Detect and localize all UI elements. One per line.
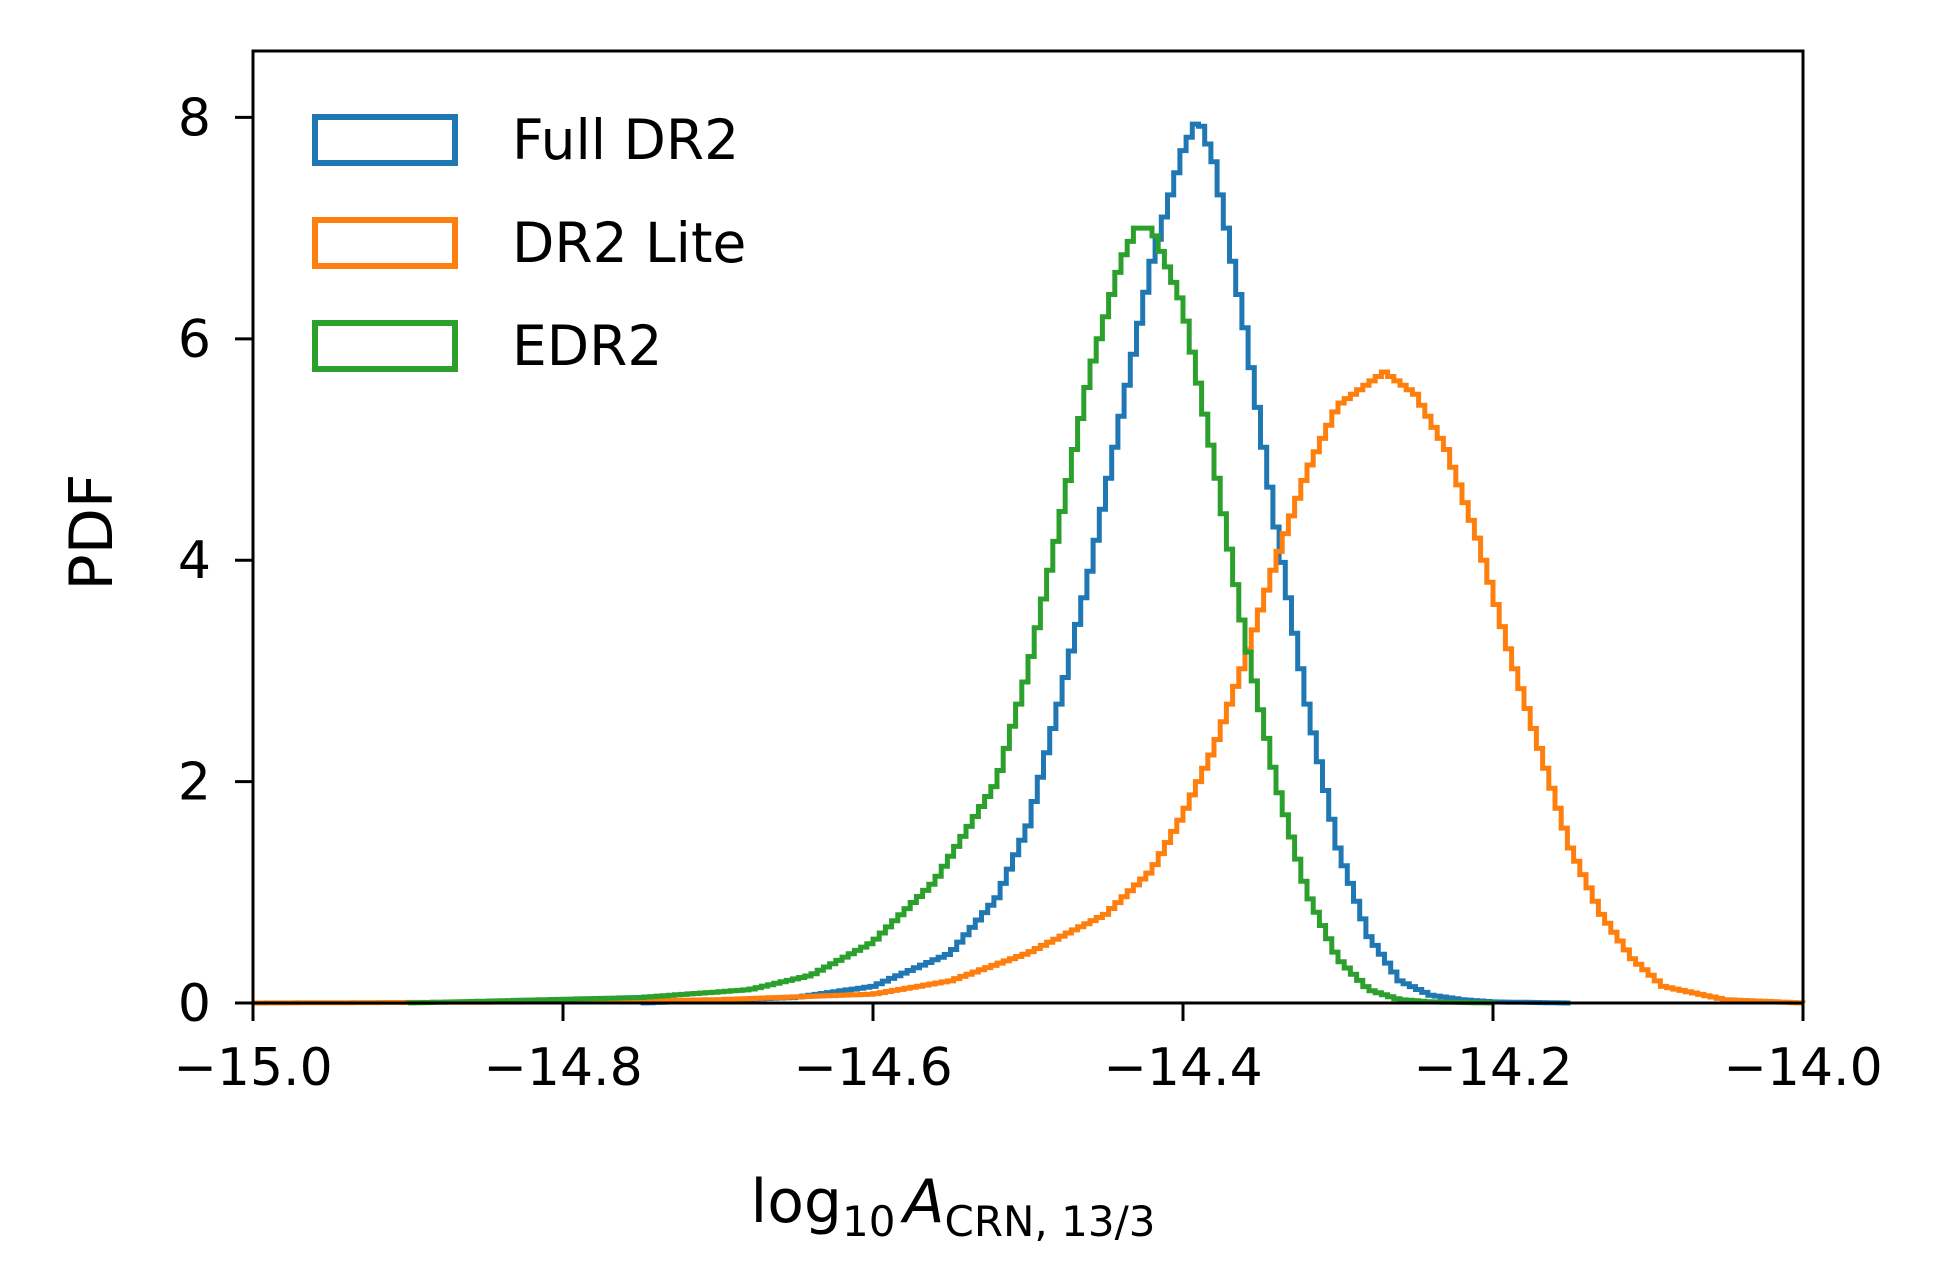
plot-frame — [253, 51, 1803, 1003]
legend-swatch — [315, 220, 455, 266]
legend: Full DR2 DR2 Lite EDR2 — [315, 108, 746, 378]
x-tick-label: −14.0 — [1723, 1038, 1882, 1098]
legend-swatch — [315, 117, 455, 163]
legend-label: DR2 Lite — [512, 211, 746, 275]
y-tick-label: 2 — [178, 753, 211, 813]
legend-label: EDR2 — [512, 314, 662, 378]
x-tick-label: −14.6 — [793, 1038, 952, 1098]
x-axis-label: log10 ACRN, 13/3 — [751, 1167, 1156, 1246]
x-axis: −15.0 −14.8 −14.6 −14.4 −14.2 −14.0 — [173, 1003, 1882, 1098]
x-tick-label: −14.4 — [1103, 1038, 1262, 1098]
x-tick-label: −14.2 — [1413, 1038, 1572, 1098]
y-tick-label: 0 — [178, 974, 211, 1034]
x-tick-label: −14.8 — [483, 1038, 642, 1098]
y-axis: 0 2 4 6 8 — [178, 88, 253, 1034]
series-line-2 — [253, 372, 1803, 1003]
x-tick-label: −15.0 — [173, 1038, 332, 1098]
y-tick-label: 8 — [178, 88, 211, 148]
y-tick-label: 4 — [178, 531, 211, 591]
legend-label: Full DR2 — [512, 108, 739, 172]
series-layer — [253, 124, 1803, 1003]
y-axis-label: PDF — [57, 474, 127, 591]
y-tick-label: 6 — [178, 310, 211, 370]
series-line-1 — [641, 124, 1571, 1003]
legend-swatch — [315, 323, 455, 369]
